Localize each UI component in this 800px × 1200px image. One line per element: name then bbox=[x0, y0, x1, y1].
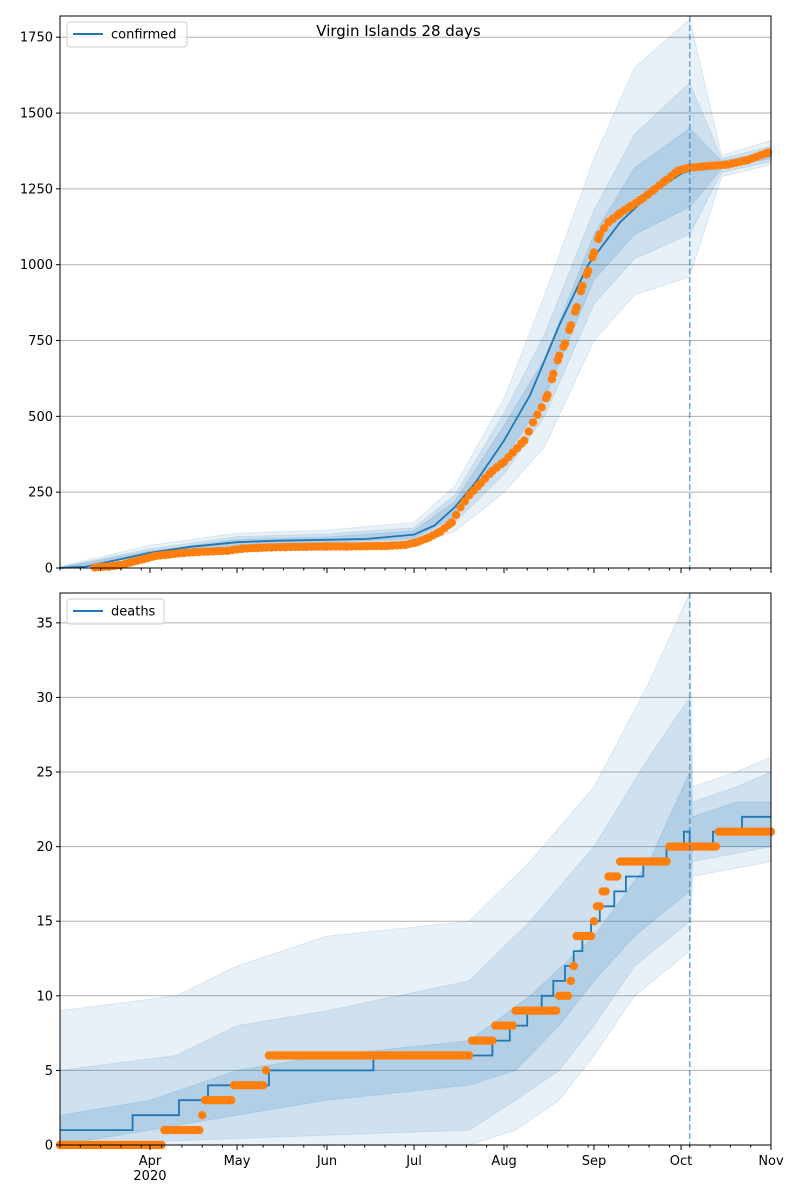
confirmed-gridlines bbox=[60, 36, 771, 493]
y-tick-label: 30 bbox=[36, 691, 53, 706]
y-tick-label: 10 bbox=[36, 989, 53, 1004]
y-tick-label: 25 bbox=[36, 766, 53, 781]
legend-box bbox=[66, 21, 188, 48]
band-middle bbox=[59, 695, 772, 1146]
x-tick-label: 2020 bbox=[133, 1169, 166, 1184]
confirmed-panel: 0 250 500 750 1000 1250 1500 1750 Virgin Island… bbox=[20, 15, 773, 577]
observed-point bbox=[589, 248, 599, 257]
observed-point bbox=[578, 281, 587, 291]
observed-point bbox=[528, 418, 538, 427]
observed-point bbox=[584, 266, 593, 275]
observed-point bbox=[763, 148, 773, 157]
deaths-y-ticks: 0 5 10 15 20 25 30 35 bbox=[36, 616, 60, 1154]
chart-title: Virgin Islands 28 days bbox=[316, 22, 481, 40]
observed-point bbox=[613, 872, 622, 881]
observed-point bbox=[566, 976, 575, 986]
y-tick-label: 0 bbox=[45, 1139, 53, 1154]
observed-point bbox=[451, 510, 461, 520]
observed-point bbox=[456, 503, 465, 512]
x-tick-label: Sep bbox=[582, 1154, 607, 1169]
y-tick-label: 500 bbox=[28, 410, 53, 425]
y-tick-label: 15 bbox=[36, 915, 53, 930]
confirmed-x-ticks bbox=[59, 568, 772, 573]
y-tick-label: 250 bbox=[28, 486, 53, 501]
x-tick-label: Oct bbox=[670, 1154, 692, 1169]
deaths-axes-frame bbox=[59, 592, 772, 1146]
deaths-gridlines bbox=[60, 622, 771, 1071]
confirmed-y-ticks: 0 250 500 750 1000 1250 1500 1750 bbox=[20, 31, 60, 577]
observed-point bbox=[195, 1125, 204, 1135]
observed-point bbox=[533, 410, 542, 419]
observed-point bbox=[599, 224, 609, 233]
observed-point bbox=[711, 842, 721, 851]
observed-point bbox=[662, 857, 671, 866]
observed-point bbox=[595, 230, 604, 239]
y-tick-label: 0 bbox=[45, 562, 53, 577]
legend-box bbox=[66, 598, 165, 625]
observed-point bbox=[488, 1036, 497, 1045]
x-tick-label: Jul bbox=[405, 1154, 422, 1169]
x-tick-label: Apr bbox=[139, 1154, 162, 1169]
observed-point bbox=[552, 1006, 561, 1015]
y-tick-label: 1250 bbox=[20, 182, 53, 197]
deaths-legend: deaths bbox=[66, 598, 165, 625]
observed-point bbox=[261, 1066, 271, 1075]
y-tick-label: 1750 bbox=[20, 31, 53, 46]
observed-point bbox=[549, 369, 558, 379]
observed-point bbox=[227, 1096, 236, 1105]
y-tick-label: 5 bbox=[45, 1064, 53, 1079]
y-tick-label: 20 bbox=[36, 840, 53, 855]
legend-label-deaths: deaths bbox=[111, 605, 156, 620]
band-outer bbox=[59, 592, 772, 1146]
y-tick-label: 750 bbox=[28, 334, 53, 349]
observed-point bbox=[465, 1051, 474, 1060]
observed-point bbox=[508, 1021, 517, 1030]
observed-point bbox=[524, 427, 533, 436]
legend-label-confirmed: confirmed bbox=[111, 28, 177, 43]
observed-point bbox=[543, 390, 552, 400]
observed-point bbox=[560, 339, 570, 348]
x-tick-label: May bbox=[224, 1154, 251, 1169]
observed-point bbox=[537, 403, 546, 412]
x-tick-label: Jun bbox=[316, 1154, 337, 1169]
y-tick-label: 35 bbox=[36, 616, 53, 631]
observed-point bbox=[258, 1081, 268, 1090]
observed-point bbox=[569, 961, 578, 971]
observed-point bbox=[586, 931, 596, 941]
confirmed-axes-frame bbox=[59, 15, 772, 569]
x-tick-label: Aug bbox=[491, 1154, 516, 1169]
observed-point bbox=[563, 991, 573, 1000]
observed-point bbox=[555, 351, 564, 360]
y-tick-label: 1500 bbox=[20, 107, 53, 122]
y-tick-label: 1000 bbox=[20, 258, 53, 273]
observed-point bbox=[447, 518, 456, 527]
observed-point bbox=[520, 436, 529, 445]
confirmed-observed-points bbox=[90, 148, 773, 572]
observed-point bbox=[572, 303, 581, 312]
observed-point bbox=[601, 887, 610, 896]
observed-point bbox=[589, 917, 599, 926]
confirmed-legend: confirmed bbox=[66, 21, 188, 48]
observed-point bbox=[595, 902, 604, 911]
x-tick-label: Nov bbox=[758, 1154, 784, 1169]
observed-point bbox=[460, 497, 469, 506]
observed-point bbox=[198, 1111, 207, 1120]
observed-point bbox=[566, 321, 575, 330]
